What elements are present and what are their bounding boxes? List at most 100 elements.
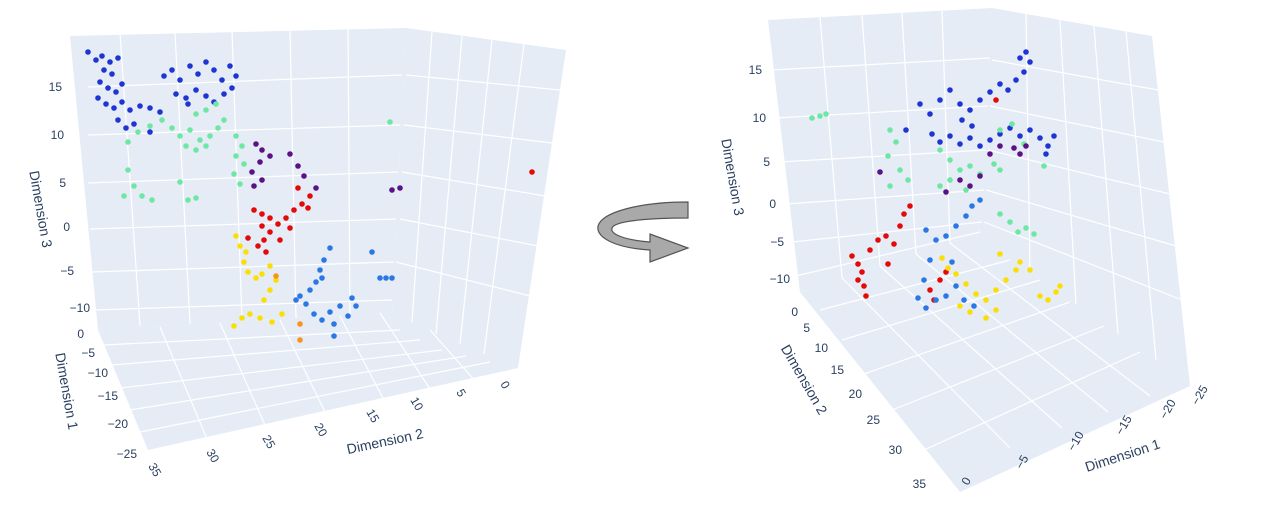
scatter-point-blue <box>327 245 333 251</box>
scatter-point-mint <box>187 127 193 133</box>
scatter-point-purple <box>997 143 1003 149</box>
scatter-point-navy <box>185 101 191 107</box>
left-scene-panes <box>70 28 566 450</box>
scatter-point-navy <box>947 87 953 93</box>
scatter-point-red <box>891 241 897 247</box>
scatter-point-navy <box>99 53 105 59</box>
scatter-point-blue <box>963 213 969 219</box>
scatter-point-red <box>287 225 293 231</box>
right-y-tick: 20 <box>849 387 863 401</box>
scatter-point-yellow <box>967 309 973 315</box>
left-y-tick: 30 <box>203 447 222 466</box>
scatter-point-navy <box>101 67 107 73</box>
scatter-point-yellow <box>953 271 959 277</box>
scatter-point-navy <box>173 91 179 97</box>
scatter-point-mint <box>239 143 245 149</box>
left-x-axis-title: Dimension 1 <box>52 351 81 431</box>
scatter-point-mint <box>1023 225 1029 231</box>
scatter-point-navy <box>119 99 125 105</box>
right-y-tick: 30 <box>889 443 903 457</box>
scatter-point-yellow <box>1027 267 1033 273</box>
scatter-point-blue <box>969 203 975 209</box>
scatter-point-mint <box>937 183 943 189</box>
scatter-point-purple <box>1017 151 1023 157</box>
left-side-wall-pane <box>392 28 566 368</box>
scatter-point-purple <box>967 183 973 189</box>
scatter-point-mint <box>125 167 131 173</box>
scatter-point-navy <box>1013 77 1019 83</box>
scatter-point-red <box>859 269 865 275</box>
right-z-tick: 10 <box>753 111 767 125</box>
right-z-tick-labels: 15 10 5 0 −5 −10 <box>749 63 791 286</box>
scatter-point-yellow <box>993 287 999 293</box>
left-points <box>85 49 535 343</box>
right-z-axis-title: Dimension 3 <box>718 137 747 217</box>
left-scatter-3d-plot[interactable]: 15 10 5 0 −5 −10 Dimension 3 0 −5 −10 −1… <box>26 28 566 479</box>
scatter-point-mint <box>183 143 189 149</box>
scatter-point-navy <box>221 91 227 97</box>
scatter-point-blue <box>953 223 959 229</box>
scatter-point-red <box>275 221 281 227</box>
scatter-point-mint <box>131 183 137 189</box>
scatter-point-navy <box>977 97 983 103</box>
right-x-axis-title: Dimension 1 <box>1083 436 1162 475</box>
scatter-point-navy <box>957 101 963 107</box>
scatter-point-yellow <box>279 311 285 317</box>
right-x-tick: −5 <box>1012 452 1031 471</box>
scatter-point-purple <box>253 141 259 147</box>
scatter-point-mint <box>159 117 165 123</box>
scatter-point-purple <box>259 177 265 183</box>
scatter-point-yellow <box>1037 293 1043 299</box>
left-x-tick: −25 <box>117 447 138 461</box>
scatter-point-blue <box>307 287 313 293</box>
scatter-point-red <box>267 215 273 221</box>
scatter-point-purple <box>1011 145 1017 151</box>
scatter-point-mint <box>887 127 893 133</box>
scatter-point-yellow <box>257 315 263 321</box>
scatter-point-mint <box>967 163 973 169</box>
scatter-point-mint <box>387 119 393 125</box>
scatter-point-red <box>245 235 251 241</box>
scatter-point-purple <box>1023 143 1029 149</box>
scatter-point-red <box>897 223 903 229</box>
scatter-point-navy <box>203 59 209 65</box>
right-z-tick: 15 <box>749 63 763 77</box>
scatter-point-purple <box>295 163 301 169</box>
right-y-tick-labels: 0 5 10 15 20 25 30 35 <box>791 305 926 491</box>
scatter-point-navy <box>997 131 1003 137</box>
left-y-tick: 20 <box>311 421 330 440</box>
scatter-point-yellow <box>939 255 945 261</box>
scatter-point-mint <box>203 143 209 149</box>
scatter-point-purple <box>943 189 949 195</box>
scatter-point-mint <box>149 197 155 203</box>
scatter-point-navy <box>115 117 121 123</box>
left-z-axis-title: Dimension 3 <box>26 169 55 249</box>
scatter-point-yellow <box>983 315 989 321</box>
scatter-point-blue <box>349 295 355 301</box>
scatter-point-purple <box>397 185 403 191</box>
scatter-point-navy <box>1005 87 1011 93</box>
scatter-point-mint <box>147 123 153 129</box>
scatter-point-blue <box>943 293 949 299</box>
scatter-point-mint <box>125 139 131 145</box>
scatter-point-mint <box>221 117 227 123</box>
left-z-tick: 10 <box>51 128 65 142</box>
scatter-point-red <box>861 283 867 289</box>
left-grid-lines <box>87 28 561 447</box>
scatter-point-red <box>307 193 313 199</box>
scatter-point-navy <box>97 79 103 85</box>
scatter-point-navy <box>929 131 935 137</box>
right-scatter-3d-plot[interactable]: 15 10 5 0 −5 −10 Dimension 3 0 5 10 15 2… <box>718 8 1211 492</box>
scatter-point-red <box>251 207 257 213</box>
scatter-point-yellow <box>241 259 247 265</box>
scatter-point-purple <box>251 183 257 189</box>
scatter-point-navy <box>937 97 943 103</box>
scatter-point-yellow <box>239 315 245 321</box>
scatter-point-navy <box>105 85 111 91</box>
scatter-point-red <box>283 215 289 221</box>
scatter-point-red <box>993 97 999 103</box>
right-x-tick: −25 <box>1188 383 1210 408</box>
scatter-point-navy <box>103 101 109 107</box>
left-z-tick-labels: 15 10 5 0 −5 −10 <box>49 80 91 315</box>
scatter-point-navy <box>227 63 233 69</box>
